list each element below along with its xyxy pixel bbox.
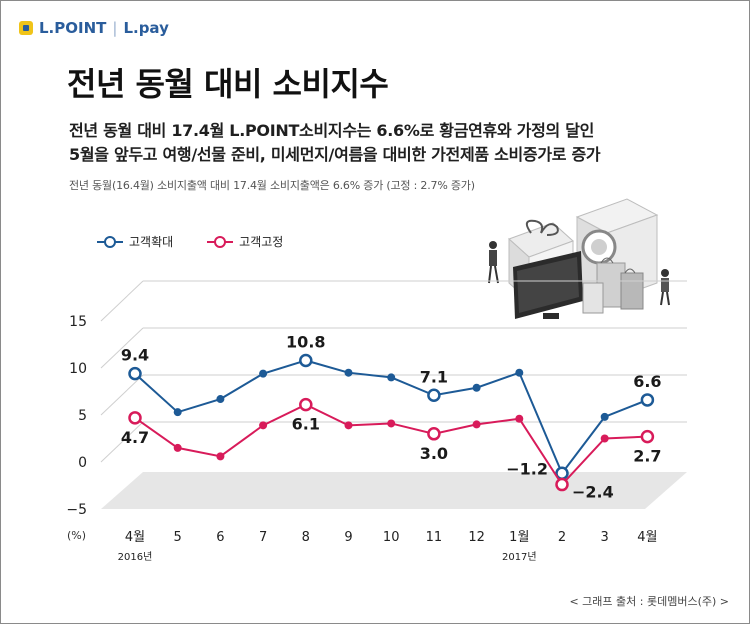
brand-logo: L.POINT | L.pay bbox=[19, 19, 169, 37]
x-tick-label: 5 bbox=[174, 530, 182, 545]
x-tick-label: 6 bbox=[216, 530, 224, 545]
data-point bbox=[427, 427, 441, 441]
x-tick-label: 10 bbox=[383, 530, 400, 545]
data-point bbox=[640, 429, 655, 444]
chart-floor bbox=[101, 472, 687, 509]
subtitle-line-1: 전년 동월 대비 17.4월 L.POINT소비지수는 6.6%로 황금연휴와 … bbox=[69, 121, 595, 140]
data-point bbox=[259, 369, 268, 378]
subtitle: 전년 동월 대비 17.4월 L.POINT소비지수는 6.6%로 황금연휴와 … bbox=[69, 119, 709, 167]
data-point bbox=[600, 434, 609, 443]
x-tick-label: 2 bbox=[558, 530, 566, 545]
x-year-label: 2016년 bbox=[118, 551, 153, 563]
x-tick-label: 7 bbox=[259, 530, 267, 545]
plot-area: −5 0 5 10 15 (%) 4월 5 6 7 8 9 10 11 12 1월 2 3 4월 2016년 2017년… bbox=[66, 280, 687, 563]
y-tick-label: −5 bbox=[66, 502, 87, 518]
page-title: 전년 동월 대비 소비지수 bbox=[67, 65, 389, 103]
y-tick-label: 10 bbox=[69, 361, 87, 377]
x-tick-label: 11 bbox=[426, 530, 443, 545]
legend-label-expand: 고객확대 bbox=[129, 235, 174, 249]
data-point bbox=[128, 411, 142, 425]
brand-name-lpoint: L.POINT bbox=[39, 19, 107, 37]
y-axis-unit-label: (%) bbox=[67, 529, 86, 542]
grid-edge-15 bbox=[100, 280, 144, 322]
data-point bbox=[259, 421, 268, 430]
subtitle-line-2: 5월을 앞두고 여행/선물 준비, 미세먼지/여름을 대비한 가전제품 소비증가… bbox=[69, 145, 601, 164]
legend-item-fixed: 고객고정 bbox=[207, 233, 283, 250]
data-point bbox=[515, 414, 524, 423]
legend-swatch-fixed bbox=[207, 235, 234, 248]
data-point bbox=[427, 388, 441, 403]
y-tick-label: 15 bbox=[69, 314, 87, 330]
chart-note: 전년 동월(16.4월) 소비지출액 대비 17.4월 소비지출액은 6.6% … bbox=[69, 179, 475, 192]
data-label: 3.0 bbox=[420, 444, 448, 463]
data-point bbox=[387, 419, 396, 428]
data-point bbox=[216, 395, 225, 404]
data-point bbox=[515, 368, 524, 377]
data-label: 4.7 bbox=[121, 428, 149, 447]
data-point bbox=[387, 373, 396, 382]
data-point bbox=[472, 383, 481, 392]
data-point bbox=[128, 366, 142, 381]
legend-swatch-expand bbox=[97, 235, 123, 248]
chart-source: < 그래프 출처 : 롯데멤버스(주) > bbox=[569, 595, 729, 608]
y-tick-label: 0 bbox=[78, 455, 87, 471]
legend-item-expand: 고객확대 bbox=[97, 233, 173, 250]
data-point bbox=[344, 421, 353, 430]
data-point bbox=[640, 393, 655, 407]
data-label: 7.1 bbox=[420, 367, 448, 386]
y-tick-label: 5 bbox=[78, 408, 87, 424]
brand-separator: | bbox=[112, 19, 118, 37]
data-label: 6.1 bbox=[292, 415, 320, 434]
data-point bbox=[299, 397, 313, 412]
x-tick-label: 12 bbox=[468, 530, 485, 545]
x-tick-label: 1월 bbox=[509, 530, 529, 545]
x-tick-label: 4월 bbox=[125, 530, 145, 545]
chart-legend: 고객확대 고객고정 bbox=[97, 233, 283, 250]
data-point bbox=[173, 408, 182, 417]
data-point bbox=[344, 368, 353, 377]
x-tick-label: 4월 bbox=[637, 530, 657, 545]
data-label: 6.6 bbox=[633, 372, 661, 391]
x-year-label: 2017년 bbox=[502, 551, 537, 563]
grid-edge-5 bbox=[100, 374, 144, 416]
data-point bbox=[216, 452, 225, 461]
x-tick-label: 3 bbox=[601, 530, 609, 545]
data-label: 10.8 bbox=[286, 332, 325, 351]
data-point bbox=[600, 412, 609, 421]
shopping-illustration-icon bbox=[488, 198, 670, 319]
legend-label-fixed: 고객고정 bbox=[239, 235, 284, 249]
x-tick-label: 8 bbox=[302, 530, 310, 545]
data-label: 2.7 bbox=[633, 447, 661, 466]
data-label: −1.2 bbox=[506, 459, 548, 478]
data-point bbox=[173, 443, 182, 452]
grid-edge-10 bbox=[100, 327, 144, 369]
data-point bbox=[555, 477, 569, 492]
lpoint-logo-icon bbox=[19, 21, 33, 35]
data-label: 9.4 bbox=[121, 346, 149, 365]
grid-edge-0 bbox=[100, 421, 144, 463]
data-point bbox=[299, 353, 313, 368]
x-tick-label: 9 bbox=[344, 530, 352, 545]
data-point bbox=[472, 420, 481, 429]
brand-name-lpay: L.pay bbox=[123, 19, 169, 37]
data-label: −2.4 bbox=[572, 483, 614, 502]
